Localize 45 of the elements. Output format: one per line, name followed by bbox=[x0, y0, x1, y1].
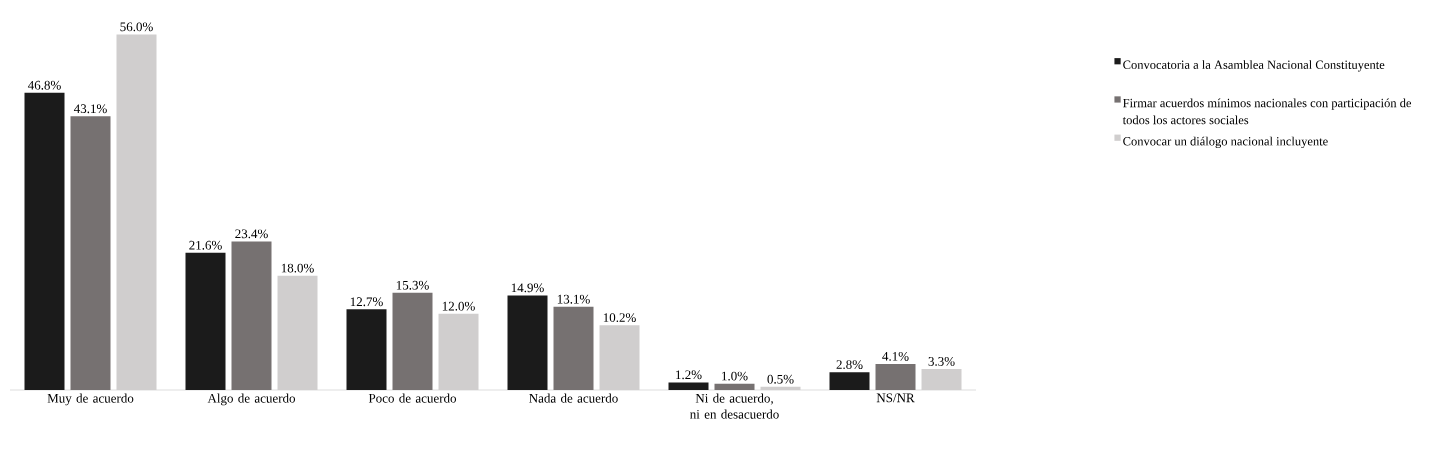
x-tick-label: Ni de acuerdo, ni en desacuerdo bbox=[690, 393, 779, 419]
x-tick-label: Poco de acuerdo bbox=[368, 393, 457, 403]
bar bbox=[24, 92, 65, 390]
data-label: 56.0% bbox=[120, 22, 153, 32]
bar bbox=[921, 369, 962, 390]
bar bbox=[507, 295, 548, 390]
data-label: 12.0% bbox=[442, 301, 475, 311]
data-label: 46.8% bbox=[27, 80, 61, 90]
x-tick-label: Algo de acuerdo bbox=[207, 393, 296, 406]
bar bbox=[392, 292, 433, 390]
data-label: 4.1% bbox=[882, 351, 909, 361]
data-label: 18.0% bbox=[281, 263, 314, 273]
data-label: 0.5% bbox=[767, 374, 794, 384]
bar bbox=[875, 363, 916, 390]
bar bbox=[185, 252, 226, 390]
data-label: 23.4% bbox=[235, 229, 268, 239]
data-label: 3.3% bbox=[928, 357, 955, 366]
x-tick-label: Nada de acuerdo bbox=[529, 393, 618, 403]
bar bbox=[438, 313, 479, 390]
bar bbox=[668, 382, 709, 390]
bar bbox=[231, 241, 272, 390]
bar bbox=[553, 306, 594, 390]
x-tick-label: NS/NR bbox=[876, 393, 915, 403]
legend-label: Firmar acuerdos mínimos nacionales con participación de todos los actores sociales bbox=[1122, 98, 1412, 125]
data-label: 13.1% bbox=[557, 294, 590, 304]
bar bbox=[70, 116, 111, 390]
data-label: 21.6% bbox=[189, 240, 222, 250]
x-tick-label: Muy de acuerdo bbox=[47, 393, 134, 406]
data-label: 2.8% bbox=[836, 360, 863, 370]
data-label: 12.7% bbox=[350, 297, 383, 307]
data-label: 1.0% bbox=[722, 371, 748, 381]
bar bbox=[116, 34, 157, 390]
bar bbox=[599, 325, 640, 390]
legend-label: Convocatoria a la Asamblea Nacional Constituyente bbox=[1123, 60, 1385, 72]
data-label: 43.1% bbox=[73, 104, 107, 114]
data-label: 14.9% bbox=[511, 283, 544, 293]
bar bbox=[346, 309, 387, 390]
data-label: 1.2% bbox=[676, 370, 702, 380]
bar bbox=[829, 372, 870, 390]
bar bbox=[277, 275, 318, 390]
legend-label: Convocar un diálogo nacional incluyente bbox=[1123, 136, 1328, 149]
bar bbox=[760, 386, 801, 390]
data-label: 10.2% bbox=[603, 313, 636, 323]
data-label: 15.3% bbox=[396, 280, 429, 290]
bar bbox=[714, 383, 755, 390]
